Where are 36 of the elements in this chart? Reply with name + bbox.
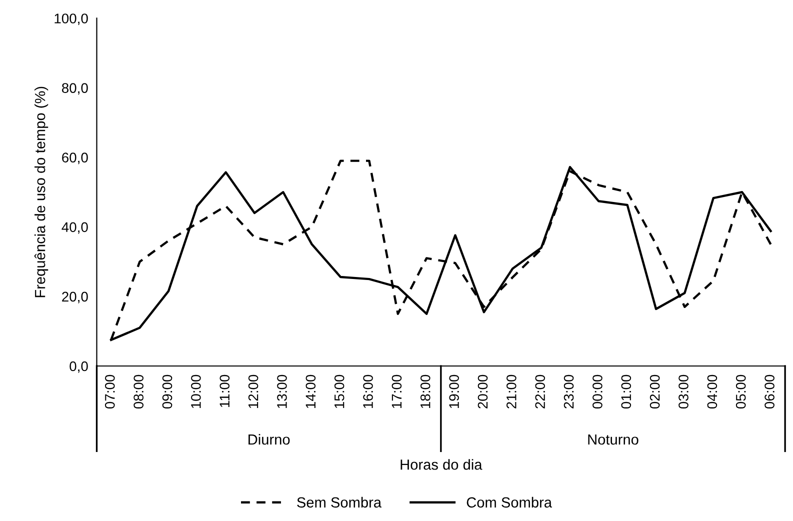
y-tick-label: 0,0 — [70, 361, 88, 373]
y-axis-title: Frequência de uso do tempo (%) — [34, 86, 48, 298]
x-tick-label: 07:00 — [104, 374, 115, 409]
y-tick-label: 80,0 — [62, 83, 88, 95]
x-tick-label: 08:00 — [134, 374, 144, 409]
x-tick-label: 09:00 — [162, 374, 172, 409]
x-tick-label: 20:00 — [478, 374, 488, 408]
x-tick-label: 02:00 — [650, 374, 660, 409]
x-tick-label: 06:00 — [764, 374, 774, 409]
x-tick-label: 14:00 — [306, 374, 316, 408]
x-tick-label: 22:00 — [535, 374, 546, 408]
text: Noturno — [588, 434, 638, 445]
x-tick-label: 16:00 — [363, 374, 373, 408]
y-tick-label: 100,0 — [54, 14, 88, 26]
x-tick-label: 04:00 — [707, 374, 718, 409]
x-tick-label: 11:00 — [220, 374, 230, 408]
legend-label: Com Sombra — [466, 496, 552, 508]
x-tick-label: 13:00 — [277, 374, 287, 408]
x-tick-label: 19:00 — [449, 374, 459, 408]
x-tick-label: 10:00 — [191, 374, 201, 408]
x-axis-title: Horas do dia — [400, 459, 482, 470]
x-tick-label: 00:00 — [592, 374, 602, 409]
x-tick-label: 12:00 — [248, 374, 258, 408]
x-tick-label: 17:00 — [392, 374, 402, 408]
legend-label: Sem Sombra — [297, 496, 382, 508]
x-tick-label: 05:00 — [736, 374, 746, 409]
x-tick-label: 03:00 — [678, 374, 688, 409]
x-tick-label: 01:00 — [621, 374, 632, 409]
x-tick-label: 18:00 — [420, 374, 430, 408]
x-tick-label: 21:00 — [506, 374, 516, 408]
text: Diurno — [248, 434, 290, 445]
x-tick-label: 23:00 — [564, 374, 574, 408]
y-tick-label: 60,0 — [62, 152, 88, 164]
x-tick-label: 15:00 — [334, 374, 344, 408]
y-tick-label: 40,0 — [62, 222, 88, 234]
y-tick-label: 20,0 — [62, 292, 88, 304]
